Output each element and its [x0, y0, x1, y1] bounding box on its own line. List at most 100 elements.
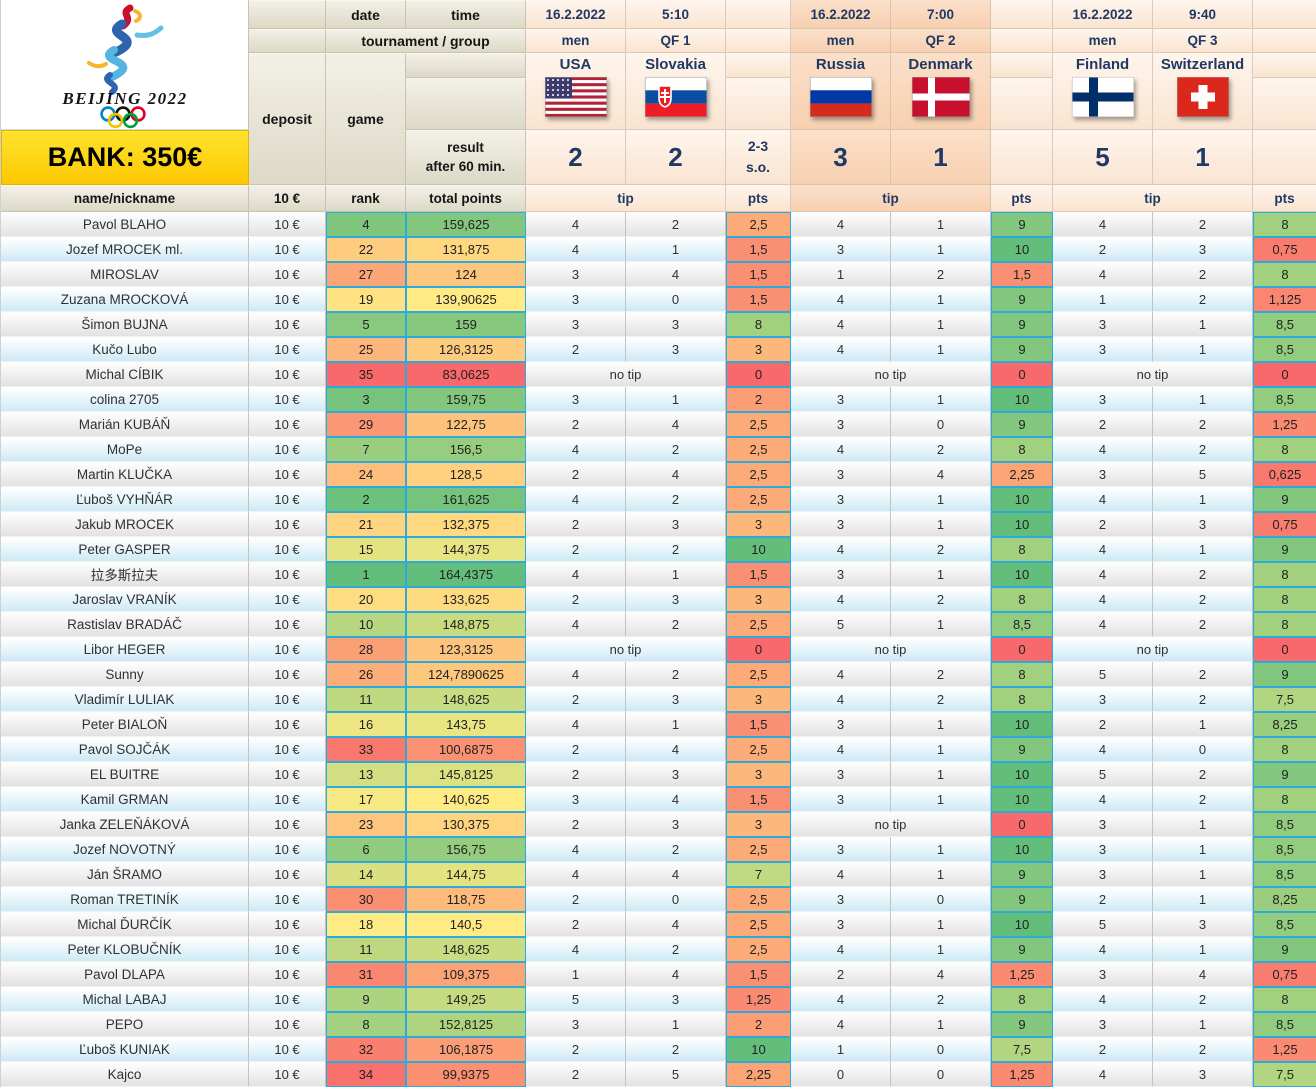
tip-away-cell[interactable]: 1: [1153, 937, 1253, 962]
total-points-cell[interactable]: 159: [406, 312, 526, 337]
deposit-cell[interactable]: 10 €: [249, 387, 326, 412]
rank-cell[interactable]: 2: [326, 487, 406, 512]
no-tip-cell[interactable]: no tip: [526, 637, 726, 662]
total-points-cell[interactable]: 126,3125: [406, 337, 526, 362]
pts-cell[interactable]: 8,25: [1253, 887, 1316, 912]
pts-cell[interactable]: 2: [726, 1012, 791, 1037]
tip-home-cell[interactable]: 3: [526, 262, 626, 287]
player-name-cell[interactable]: Martin KLUČKA: [1, 462, 249, 487]
tip-away-cell[interactable]: 2: [1153, 987, 1253, 1012]
tip-home-cell[interactable]: 3: [1053, 837, 1153, 862]
tip-away-cell[interactable]: 1: [1153, 862, 1253, 887]
rank-cell[interactable]: 7: [326, 437, 406, 462]
pts-cell[interactable]: 0: [1253, 362, 1316, 387]
deposit-cell[interactable]: 10 €: [249, 212, 326, 237]
tip-home-cell[interactable]: 3: [791, 237, 891, 262]
pts-cell[interactable]: 9: [991, 287, 1053, 312]
pts-cell[interactable]: 8: [1253, 262, 1316, 287]
pts-cell[interactable]: 9: [1253, 537, 1316, 562]
deposit-cell[interactable]: 10 €: [249, 737, 326, 762]
deposit-cell[interactable]: 10 €: [249, 262, 326, 287]
tip-away-cell[interactable]: 2: [626, 212, 726, 237]
match1-score2[interactable]: 2: [626, 130, 726, 185]
tip-home-cell[interactable]: 1: [791, 1037, 891, 1062]
tip-home-cell[interactable]: 4: [1053, 1062, 1153, 1087]
pts-cell[interactable]: 7,5: [991, 1037, 1053, 1062]
tip-home-cell[interactable]: 5: [1053, 762, 1153, 787]
tip-home-cell[interactable]: 4: [1053, 437, 1153, 462]
tip-away-cell[interactable]: 2: [891, 587, 991, 612]
player-name-cell[interactable]: Ján ŠRAMO: [1, 862, 249, 887]
total-points-cell[interactable]: 143,75: [406, 712, 526, 737]
total-points-cell[interactable]: 148,875: [406, 612, 526, 637]
rank-cell[interactable]: 14: [326, 862, 406, 887]
total-points-cell[interactable]: 83,0625: [406, 362, 526, 387]
pts-cell[interactable]: 8,5: [1253, 1012, 1316, 1037]
tip-away-cell[interactable]: 1: [1153, 312, 1253, 337]
tip-home-cell[interactable]: 4: [526, 437, 626, 462]
deposit-cell[interactable]: 10 €: [249, 1037, 326, 1062]
tip-away-cell[interactable]: 4: [626, 787, 726, 812]
rank-cell[interactable]: 32: [326, 1037, 406, 1062]
total-points-cell[interactable]: 128,5: [406, 462, 526, 487]
total-points-cell[interactable]: 124: [406, 262, 526, 287]
rank-cell[interactable]: 5: [326, 312, 406, 337]
tip-home-cell[interactable]: 3: [526, 287, 626, 312]
tip-home-cell[interactable]: 2: [526, 812, 626, 837]
deposit-cell[interactable]: 10 €: [249, 862, 326, 887]
tip-home-cell[interactable]: 3: [1053, 462, 1153, 487]
pts-cell[interactable]: 9: [991, 862, 1053, 887]
tip-away-cell[interactable]: 3: [626, 987, 726, 1012]
player-name-cell[interactable]: PEPO: [1, 1012, 249, 1037]
tip-home-cell[interactable]: 2: [791, 962, 891, 987]
tip-away-cell[interactable]: 2: [1153, 262, 1253, 287]
tip-home-cell[interactable]: 4: [791, 212, 891, 237]
tip-away-cell[interactable]: 1: [1153, 387, 1253, 412]
tip-away-cell[interactable]: 5: [1153, 462, 1253, 487]
pts-cell[interactable]: 9: [991, 937, 1053, 962]
pts-cell[interactable]: 7: [726, 862, 791, 887]
tip-away-cell[interactable]: 0: [1153, 737, 1253, 762]
total-points-cell[interactable]: 140,5: [406, 912, 526, 937]
tip-home-cell[interactable]: 3: [791, 487, 891, 512]
deposit-cell[interactable]: 10 €: [249, 687, 326, 712]
pts-cell[interactable]: 1,25: [1253, 412, 1316, 437]
player-name-cell[interactable]: Jaroslav VRANÍK: [1, 587, 249, 612]
tip-home-cell[interactable]: 2: [526, 537, 626, 562]
total-points-cell[interactable]: 145,8125: [406, 762, 526, 787]
pts-cell[interactable]: 0,625: [1253, 462, 1316, 487]
pts-cell[interactable]: 8: [991, 537, 1053, 562]
pts-cell[interactable]: 2,5: [726, 412, 791, 437]
player-name-cell[interactable]: Marián KUBÁŇ: [1, 412, 249, 437]
total-points-cell[interactable]: 106,1875: [406, 1037, 526, 1062]
total-points-cell[interactable]: 144,375: [406, 537, 526, 562]
tip-home-cell[interactable]: 4: [1053, 937, 1153, 962]
pts-cell[interactable]: 1,5: [726, 962, 791, 987]
deposit-cell[interactable]: 10 €: [249, 837, 326, 862]
pts-cell[interactable]: 2,5: [726, 937, 791, 962]
pts-cell[interactable]: 0: [726, 362, 791, 387]
tip-home-cell[interactable]: 5: [1053, 912, 1153, 937]
tip-away-cell[interactable]: 0: [626, 887, 726, 912]
total-points-cell[interactable]: 122,75: [406, 412, 526, 437]
rank-cell[interactable]: 15: [326, 537, 406, 562]
tip-away-cell[interactable]: 4: [626, 912, 726, 937]
pts-cell[interactable]: 9: [991, 212, 1053, 237]
tip-home-cell[interactable]: 2: [526, 462, 626, 487]
tip-away-cell[interactable]: 1: [891, 287, 991, 312]
tip-away-cell[interactable]: 1: [891, 712, 991, 737]
pts-cell[interactable]: 2,25: [991, 462, 1053, 487]
tip-away-cell[interactable]: 2: [626, 937, 726, 962]
tip-away-cell[interactable]: 2: [1153, 687, 1253, 712]
deposit-cell[interactable]: 10 €: [249, 1062, 326, 1087]
rank-cell[interactable]: 8: [326, 1012, 406, 1037]
deposit-cell[interactable]: 10 €: [249, 637, 326, 662]
total-points-cell[interactable]: 159,75: [406, 387, 526, 412]
player-name-cell[interactable]: Pavol SOJČÁK: [1, 737, 249, 762]
deposit-cell[interactable]: 10 €: [249, 537, 326, 562]
rank-cell[interactable]: 13: [326, 762, 406, 787]
deposit-cell[interactable]: 10 €: [249, 812, 326, 837]
tip-away-cell[interactable]: 3: [626, 687, 726, 712]
tip-home-cell[interactable]: 3: [1053, 312, 1153, 337]
tip-away-cell[interactable]: 1: [1153, 812, 1253, 837]
